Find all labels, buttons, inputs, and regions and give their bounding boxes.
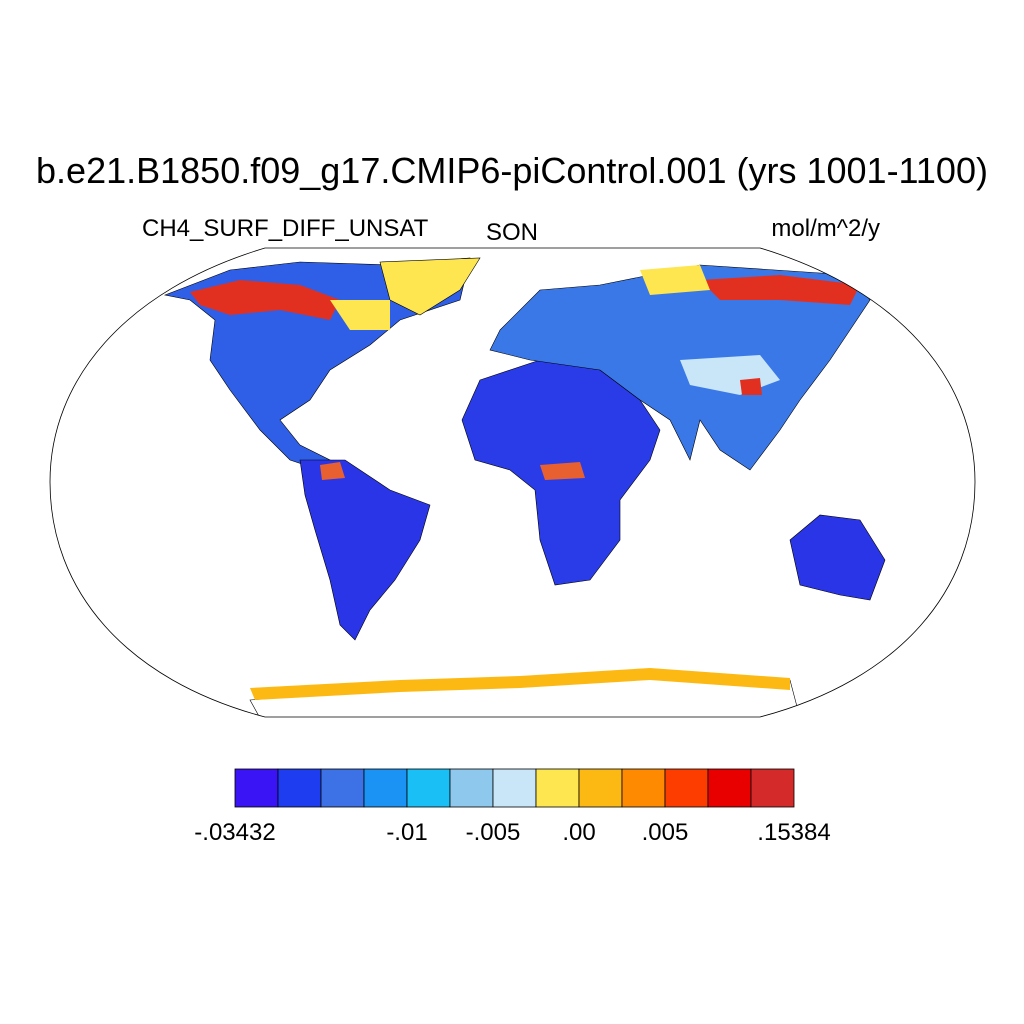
colorbar-label: -.005	[466, 819, 521, 846]
colorbar-box	[277, 768, 322, 808]
patch-arctic	[640, 265, 710, 295]
patch-africa	[540, 462, 585, 480]
map-border	[49, 247, 976, 718]
right-string: mol/m^2/y	[771, 215, 880, 242]
map	[163, 257, 886, 717]
patch-canada	[190, 280, 340, 320]
colorbar-box	[664, 768, 709, 808]
patch-china	[740, 378, 762, 395]
patch-colombia	[320, 462, 345, 480]
south-america	[299, 459, 431, 641]
patch-hudson	[330, 300, 390, 330]
colorbar: -.03432 -.01 -.005 .00 .005 .15384	[194, 768, 831, 846]
colorbar-label: .00	[562, 819, 595, 846]
center-string: SON	[486, 219, 538, 246]
highlights	[190, 265, 860, 700]
colorbar-box	[707, 768, 752, 808]
colorbar-box	[406, 768, 451, 808]
land	[163, 257, 886, 717]
colorbar-box	[621, 768, 666, 808]
colorbar-box	[320, 768, 365, 808]
colorbar-box	[750, 768, 795, 808]
colorbar-label: -.03432	[194, 819, 275, 846]
australia	[789, 514, 886, 601]
eurasia	[489, 264, 871, 471]
colorbar-box	[363, 768, 408, 808]
patch-antarctica-coast	[250, 668, 790, 700]
greenland	[379, 257, 481, 316]
colorbar-label: .15384	[757, 819, 830, 846]
colorbar-box	[449, 768, 494, 808]
colorbar-box	[234, 768, 279, 808]
colorbar-label: .005	[642, 819, 689, 846]
colorbar-box	[578, 768, 623, 808]
colorbar-box	[492, 768, 537, 808]
colorbar-label: -.01	[386, 819, 427, 846]
title: b.e21.B1850.f09_g17.CMIP6-piControl.001 …	[36, 150, 988, 191]
patch-siberia	[700, 275, 860, 305]
left-string: CH4_SURF_DIFF_UNSAT	[142, 215, 429, 242]
colorbar-box	[535, 768, 580, 808]
